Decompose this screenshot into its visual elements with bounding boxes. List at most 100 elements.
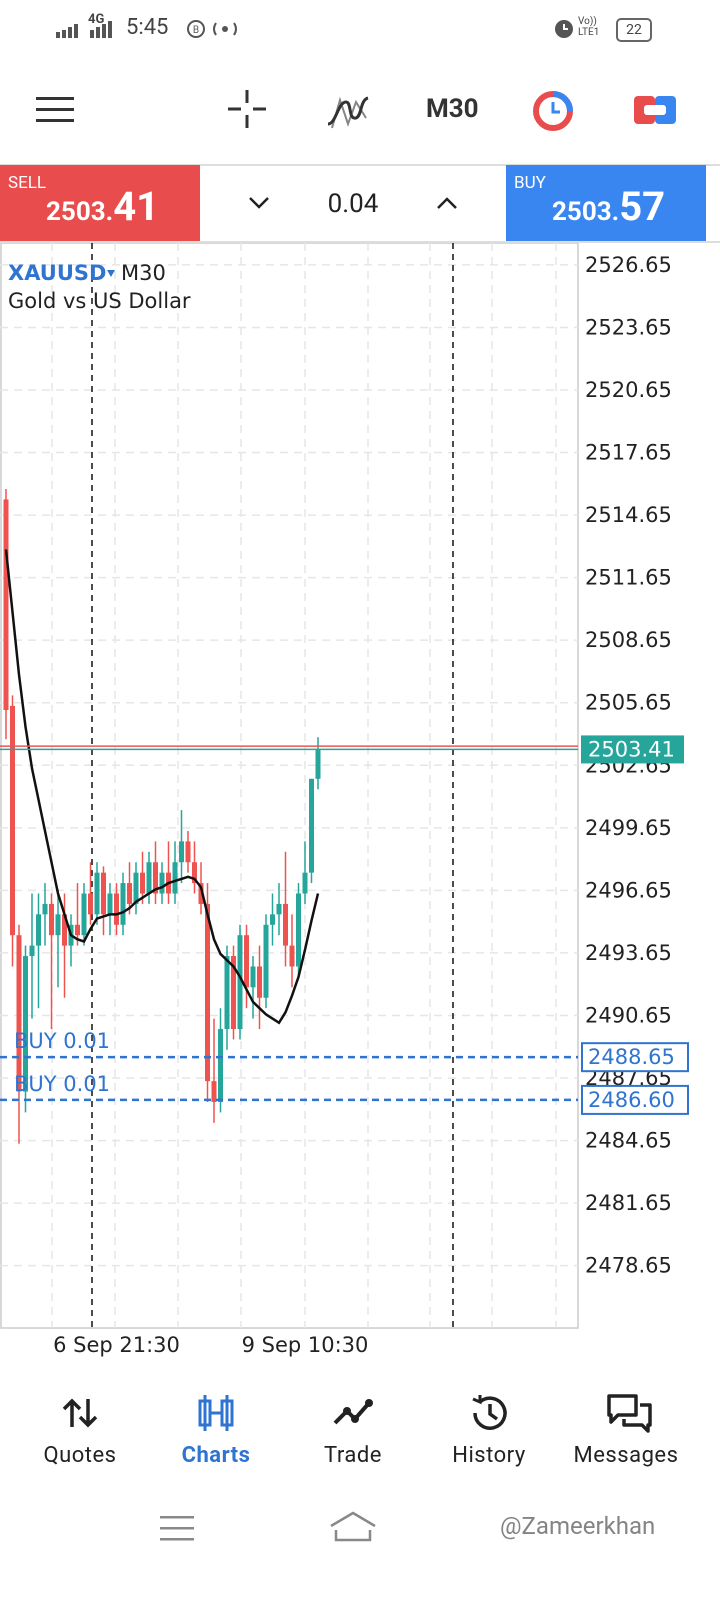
moving-average	[4, 549, 320, 1025]
order-price-box	[581, 1042, 689, 1073]
candle-body	[172, 862, 178, 894]
nav-label: Messages	[573, 1443, 679, 1468]
chart: XAUUSD M30 Gold vs US Dollar 2526.65 2523…	[0, 243, 689, 1357]
crosshair-button[interactable]	[226, 88, 268, 130]
candle-body	[237, 935, 243, 1030]
y-tick-label: 2514.65	[585, 503, 672, 527]
sell-label: SELL	[8, 173, 47, 193]
nav-tab[interactable]: Messages	[554, 1365, 698, 1500]
candle-body	[231, 956, 236, 1030]
order-price-label: 2488.65	[588, 1045, 675, 1069]
y-tick-label: 2517.65	[585, 441, 672, 465]
candle-body	[140, 872, 145, 894]
candle-body	[283, 903, 288, 946]
candle-body	[29, 945, 35, 957]
candle-body	[23, 956, 28, 1092]
candle-body	[270, 914, 275, 925]
divider	[0, 241, 720, 243]
candle-body	[218, 1029, 223, 1102]
y-tick-label: 2484.65	[585, 1129, 672, 1153]
candle-body	[101, 872, 106, 915]
trade-button[interactable]	[634, 94, 676, 126]
candle-body	[302, 872, 308, 894]
candle-body	[49, 903, 54, 936]
trade-panel: SELL 2503.41 0.04 BUY 2503.57	[0, 165, 720, 243]
y-tick-label: 2490.65	[585, 1003, 672, 1027]
volume-up[interactable]	[435, 195, 459, 211]
candle-body	[244, 935, 249, 988]
status-bar: 4G 5:45 B Vo)) LTE1 22	[0, 0, 720, 60]
history-icon	[472, 1395, 507, 1430]
candle-body	[55, 914, 61, 936]
candle-body	[179, 841, 184, 863]
symbol[interactable]: XAUUSD	[8, 261, 106, 285]
nav-label: Charts	[181, 1443, 251, 1468]
toolbar: M30	[0, 60, 720, 166]
candle-body	[146, 862, 152, 894]
signal-icon	[56, 21, 112, 38]
sell-price-main: 2503.	[46, 197, 114, 227]
candle-body	[94, 872, 100, 915]
candle-body	[36, 914, 41, 946]
bottom-nav: Quotes Charts Trade History Messages	[0, 1365, 720, 1500]
nav-label: History	[452, 1443, 526, 1468]
alarm-icon	[555, 20, 573, 38]
bid-label: 2503.41	[588, 737, 675, 761]
y-tick-label: 2496.65	[585, 878, 672, 902]
order-label: BUY 0.01	[14, 1072, 110, 1096]
y-tick-label: 2493.65	[585, 941, 672, 965]
candle-body	[16, 935, 22, 1092]
candle-body	[42, 903, 48, 915]
candle-body	[309, 778, 314, 873]
symbol-description: Gold vs US Dollar	[8, 289, 191, 313]
candle-body	[120, 883, 126, 925]
order-price-box	[581, 1084, 689, 1115]
symbol-dropdown[interactable]	[107, 270, 115, 277]
indicators-button[interactable]	[326, 88, 370, 132]
candle-body	[192, 862, 197, 884]
sell-price-pips: 41	[113, 183, 160, 230]
volume[interactable]: 0.04	[327, 189, 379, 219]
quotes-icon	[62, 1398, 98, 1428]
volume-down[interactable]	[247, 195, 271, 211]
objects-button[interactable]	[532, 90, 574, 132]
y-tick-label: 2526.65	[585, 253, 672, 277]
recents-button[interactable]	[160, 1514, 194, 1542]
network-type: 4G	[88, 12, 105, 27]
candle-body	[263, 924, 269, 998]
x-tick-label: 6 Sep 21:30	[53, 1333, 180, 1357]
candle-body	[88, 893, 93, 915]
chart-timeframe: M30	[121, 261, 166, 285]
order-label: BUY 0.01	[14, 1029, 110, 1053]
candle-body	[153, 862, 158, 894]
menu-button[interactable]	[36, 96, 74, 124]
charts-icon	[198, 1395, 234, 1431]
candle-body	[10, 705, 15, 936]
candle-body	[133, 872, 139, 904]
timeframe-button[interactable]: M30	[426, 94, 479, 124]
candle-body	[289, 945, 295, 967]
system-bar: @Zameerkhan	[0, 1500, 720, 1600]
candle-body	[75, 924, 80, 936]
nav-tab[interactable]: Quotes	[8, 1365, 152, 1500]
buy-button[interactable]: BUY 2503.57	[506, 165, 706, 243]
y-tick-label: 2511.65	[585, 566, 672, 590]
nav-tab[interactable]: Trade	[281, 1365, 425, 1500]
candle-body	[3, 499, 9, 711]
sell-button[interactable]: SELL 2503.41	[0, 165, 200, 243]
candle-body	[114, 893, 119, 925]
y-tick-label: 2520.65	[585, 378, 672, 402]
nav-tab[interactable]: Charts	[144, 1365, 288, 1500]
candle-body	[257, 966, 262, 998]
home-button[interactable]	[328, 1510, 378, 1544]
clock: 5:45	[126, 15, 169, 40]
buy-price-main: 2503.	[552, 197, 620, 227]
x-tick-label: 9 Sep 10:30	[242, 1333, 369, 1357]
candle-body	[198, 883, 204, 904]
nav-tab[interactable]: History	[417, 1365, 561, 1500]
candle-body	[205, 903, 210, 1082]
candle-body	[296, 893, 301, 967]
nav-label: Trade	[324, 1443, 382, 1468]
candle-body	[107, 893, 113, 915]
